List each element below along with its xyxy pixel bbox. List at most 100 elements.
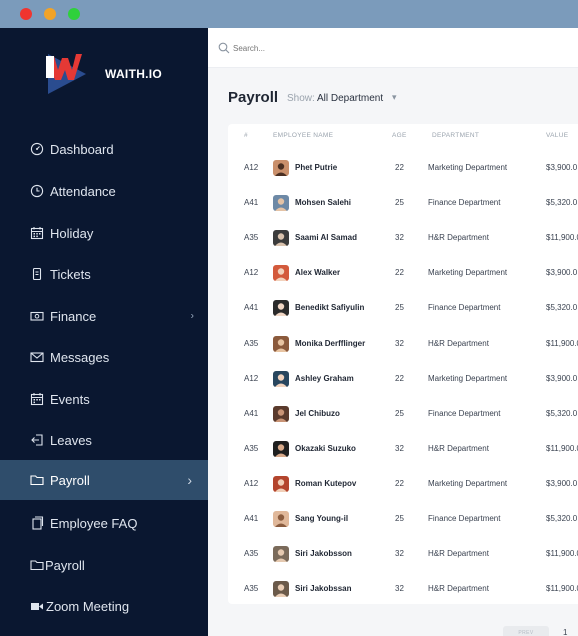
sidebar-item-label: Zoom Meeting [46, 598, 130, 614]
employee-department: Finance Department [428, 514, 501, 523]
table-header: # EMPLOYEE NAME AGE DEPARTMENT VALUE [228, 132, 578, 146]
employee-name[interactable]: Mohsen Salehi [295, 198, 352, 208]
sidebar-item-dashboard[interactable]: Dashboard [0, 130, 208, 168]
table-row[interactable]: A12 Phet Putrie 22 Marketing Department $3,9… [228, 150, 578, 185]
employee-department: Finance Department [428, 303, 501, 313]
sidebar-item-payroll-2[interactable]: Payroll [0, 546, 208, 584]
sidebar-item-messages[interactable]: Messages [0, 338, 208, 376]
payroll-value: $11,900.0 [546, 584, 578, 594]
sidebar-item-label: Payroll [50, 472, 90, 488]
table-row[interactable]: A41 Benedikt Safiyulin 25 Finance Departmen… [228, 290, 578, 325]
window-titlebar [0, 0, 578, 28]
waith-logo-icon [46, 54, 86, 94]
employee-name[interactable]: Siri Jakobsson [295, 549, 352, 559]
employee-age: 32 [395, 233, 404, 243]
table-row[interactable]: A41 Mohsen Salehi 25 Finance Department $5,3… [228, 185, 578, 220]
payroll-value: $3,900.0 [546, 268, 578, 278]
employee-name[interactable]: Siri Jakobssan [295, 584, 352, 594]
avatar [273, 160, 289, 176]
sidebar-item-label: Leaves [50, 432, 92, 448]
employee-department: H&R Department [428, 338, 489, 348]
table-row[interactable]: A35 Siri Jakobssan 32 H&R Department $11,900… [228, 571, 578, 606]
sidebar-item-tickets[interactable]: Tickets [0, 255, 208, 293]
avatar [273, 195, 289, 212]
folder-icon [30, 558, 44, 572]
chevron-right-icon: › [190, 310, 194, 322]
employee-id: A41 [244, 303, 259, 313]
table-row[interactable]: A12 Alex Walker 22 Marketing Department $3,9… [228, 255, 578, 290]
employee-name[interactable]: Jel Chibuzo [295, 408, 340, 418]
employee-id: A41 [244, 514, 259, 523]
column-header-age[interactable]: AGE [392, 132, 407, 139]
employee-age: 22 [395, 268, 404, 278]
sidebar-item-payroll[interactable]: Payroll › [0, 460, 208, 500]
current-page-number[interactable]: 1 [563, 628, 568, 636]
sidebar-item-label: Tickets [50, 266, 91, 282]
table-row[interactable]: A35 Saami Al Samad 32 H&R Department $11,900… [228, 220, 578, 255]
employee-name[interactable]: Roman Kutepov [295, 478, 357, 488]
prev-page-button[interactable]: PREV [503, 626, 549, 636]
close-window-button[interactable] [20, 8, 32, 20]
employee-age: 25 [395, 198, 404, 208]
sidebar-item-label: Payroll [45, 557, 85, 573]
table-row[interactable]: A41 Jel Chibuzo 25 Finance Department $5,320… [228, 396, 578, 431]
employee-name[interactable]: Monika Derfflinger [295, 338, 366, 348]
avatar [273, 265, 289, 282]
video-camera-icon [30, 599, 44, 613]
payroll-value: $11,900.0 [546, 443, 578, 453]
sidebar-item-label: Holiday [50, 225, 94, 241]
payroll-value: $5,320.0 [546, 514, 578, 523]
brand-logo[interactable]: WAITH.IO [44, 48, 194, 100]
top-bar [208, 28, 578, 68]
employee-id: A41 [244, 198, 259, 208]
column-header-id[interactable]: # [244, 132, 248, 139]
employee-name[interactable]: Benedikt Safiyulin [295, 303, 365, 313]
sidebar-item-holiday[interactable]: Holiday [0, 214, 208, 252]
avatar [273, 230, 289, 247]
minimize-window-button[interactable] [44, 8, 56, 20]
dashboard-icon [30, 142, 44, 156]
table-row[interactable]: A12 Roman Kutepov 22 Marketing Department $3… [228, 466, 578, 501]
caret-down-icon[interactable]: ▾ [392, 92, 397, 102]
mail-icon [30, 350, 44, 364]
employee-department: Marketing Department [428, 163, 508, 172]
employee-age: 22 [395, 163, 404, 172]
employee-name[interactable]: Saami Al Samad [295, 233, 357, 243]
avatar [273, 300, 289, 317]
column-header-name[interactable]: EMPLOYEE NAME [273, 132, 334, 139]
search-icon [218, 42, 230, 54]
money-icon [30, 309, 44, 323]
employee-name[interactable]: Okazaki Suzuko [295, 443, 356, 453]
table-row[interactable]: A12 Ashley Graham 22 Marketing Department $3… [228, 361, 578, 396]
table-row[interactable]: A35 Siri Jakobsson 32 H&R Department $11,900… [228, 536, 578, 571]
sidebar-item-events[interactable]: Events [0, 380, 208, 418]
ticket-icon [30, 267, 44, 281]
column-header-value[interactable]: VALUE [546, 132, 569, 139]
department-filter-select[interactable]: All Department [317, 93, 384, 104]
employee-name[interactable]: Alex Walker [295, 268, 341, 278]
table-row[interactable]: A41 Sang Young-il 25 Finance Department $5,3… [228, 501, 578, 536]
employee-id: A41 [244, 408, 259, 418]
employee-name[interactable]: Sang Young-il [295, 514, 349, 523]
sidebar-item-employee-faq[interactable]: Employee FAQ [0, 504, 208, 542]
employee-id: A35 [244, 584, 259, 594]
employee-name[interactable]: Phet Putrie [295, 163, 338, 172]
avatar [273, 335, 289, 352]
maximize-window-button[interactable] [68, 8, 80, 20]
employee-name[interactable]: Ashley Graham [295, 373, 354, 383]
table-row[interactable]: A35 Okazaki Suzuko 32 H&R Department $11,900… [228, 431, 578, 466]
employee-id: A35 [244, 443, 259, 453]
employee-id: A12 [244, 478, 259, 488]
sidebar-item-attendance[interactable]: Attendance [0, 172, 208, 210]
search-input[interactable] [233, 38, 533, 58]
employee-age: 25 [395, 303, 404, 313]
employee-department: H&R Department [428, 584, 489, 594]
sidebar-item-leaves[interactable]: Leaves [0, 421, 208, 459]
sidebar-item-label: Dashboard [50, 141, 114, 157]
exit-icon [30, 433, 44, 447]
employee-department: Finance Department [428, 408, 501, 418]
sidebar-item-zoom-meeting[interactable]: Zoom Meeting [0, 587, 208, 625]
column-header-department[interactable]: DEPARTMENT [432, 132, 480, 139]
sidebar-item-finance[interactable]: Finance › [0, 297, 208, 335]
table-row[interactable]: A35 Monika Derfflinger 32 H&R Department $11… [228, 326, 578, 361]
